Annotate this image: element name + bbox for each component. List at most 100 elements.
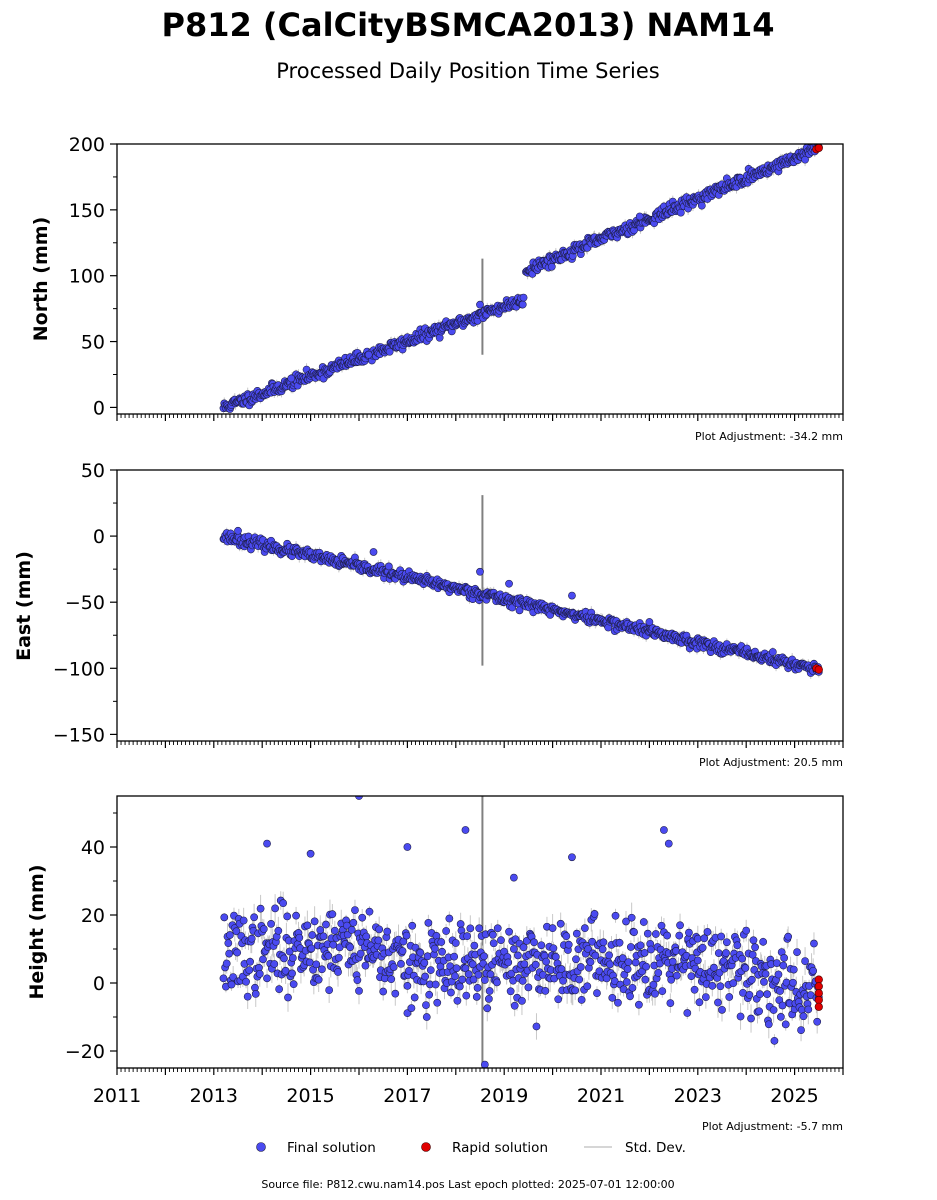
final-point bbox=[475, 924, 484, 933]
final-point bbox=[530, 938, 538, 947]
final-point bbox=[493, 924, 502, 933]
chart-title: P812 (CalCityBSMCA2013) NAM14 bbox=[162, 6, 775, 44]
final-point bbox=[658, 987, 667, 995]
final-point bbox=[510, 945, 518, 953]
final-point bbox=[768, 648, 777, 656]
rapid-point bbox=[814, 1002, 823, 1011]
final-point bbox=[610, 977, 619, 986]
final-point bbox=[531, 960, 540, 969]
final-point bbox=[672, 947, 680, 955]
final-point bbox=[605, 951, 613, 960]
final-point bbox=[676, 921, 684, 930]
final-solution-points bbox=[219, 144, 823, 413]
east-panel: −150 −100 −50 0 50 East (mm) Plot Adjustment… bbox=[13, 460, 844, 769]
final-point bbox=[643, 929, 652, 938]
final-point bbox=[588, 937, 597, 946]
y-tick-label: 40 bbox=[81, 837, 105, 859]
final-point bbox=[226, 931, 234, 939]
final-point bbox=[722, 949, 730, 957]
chart-subtitle: Processed Daily Position Time Series bbox=[276, 59, 660, 83]
final-point bbox=[469, 975, 478, 984]
final-point bbox=[668, 957, 677, 966]
final-point bbox=[810, 939, 818, 948]
final-point bbox=[362, 932, 371, 941]
final-point bbox=[279, 899, 288, 908]
final-point bbox=[468, 960, 477, 969]
final-point bbox=[403, 982, 412, 990]
final-point bbox=[636, 941, 645, 950]
final-point bbox=[761, 969, 770, 978]
final-point bbox=[506, 987, 515, 996]
final-point bbox=[383, 927, 392, 936]
plot-area bbox=[219, 144, 823, 414]
final-point bbox=[437, 938, 446, 946]
final-point bbox=[480, 976, 489, 984]
final-point bbox=[391, 989, 400, 998]
final-point bbox=[328, 910, 337, 919]
final-point bbox=[733, 941, 742, 950]
final-point bbox=[453, 996, 462, 1005]
final-point bbox=[630, 928, 638, 936]
final-point bbox=[280, 954, 288, 963]
final-point bbox=[575, 975, 584, 984]
final-point bbox=[789, 978, 797, 987]
final-point bbox=[306, 849, 315, 858]
final-solution-points bbox=[219, 526, 823, 677]
final-solution-points bbox=[219, 796, 823, 1068]
final-point bbox=[622, 917, 630, 926]
final-point bbox=[537, 941, 546, 950]
final-point bbox=[504, 958, 513, 967]
y-tick-label: 0 bbox=[93, 397, 105, 419]
final-point bbox=[676, 208, 685, 217]
final-point bbox=[551, 952, 560, 961]
final-point bbox=[710, 963, 718, 972]
final-point bbox=[626, 992, 634, 1001]
final-point bbox=[576, 963, 585, 971]
final-point bbox=[716, 982, 725, 991]
final-point bbox=[263, 974, 271, 983]
final-point bbox=[722, 938, 731, 947]
final-point bbox=[405, 967, 413, 975]
final-point bbox=[772, 959, 781, 968]
final-point bbox=[285, 947, 294, 956]
final-point bbox=[598, 945, 607, 954]
final-point bbox=[466, 924, 475, 933]
final-point bbox=[224, 939, 233, 948]
y-tick-label: 0 bbox=[93, 973, 105, 995]
final-point bbox=[729, 979, 738, 988]
final-point bbox=[256, 904, 265, 913]
final-point bbox=[334, 953, 343, 962]
final-point bbox=[703, 927, 712, 936]
final-point bbox=[330, 926, 339, 935]
final-point bbox=[524, 983, 533, 992]
final-point bbox=[242, 977, 250, 986]
final-point bbox=[590, 910, 599, 918]
final-point bbox=[657, 921, 666, 930]
final-point bbox=[410, 993, 419, 1002]
final-point bbox=[741, 964, 750, 972]
final-point bbox=[518, 977, 527, 985]
final-point bbox=[458, 975, 467, 984]
final-point bbox=[556, 919, 565, 928]
final-point bbox=[651, 930, 660, 938]
final-point bbox=[749, 936, 758, 945]
final-point bbox=[583, 982, 592, 991]
final-point bbox=[779, 961, 788, 970]
final-point bbox=[572, 929, 581, 938]
final-point bbox=[247, 934, 256, 943]
final-point bbox=[259, 955, 267, 964]
east-plot-adjustment: Plot Adjustment: 20.5 mm bbox=[699, 756, 843, 769]
final-point bbox=[649, 980, 658, 989]
final-point bbox=[472, 992, 481, 1001]
final-point bbox=[776, 987, 784, 995]
final-point bbox=[288, 969, 296, 978]
final-point bbox=[774, 970, 783, 979]
plot-area bbox=[219, 796, 823, 1068]
final-point bbox=[335, 943, 344, 952]
final-point bbox=[725, 993, 734, 1001]
final-point bbox=[763, 990, 772, 999]
final-point bbox=[246, 957, 254, 966]
final-point bbox=[745, 990, 754, 999]
final-point bbox=[283, 912, 292, 921]
